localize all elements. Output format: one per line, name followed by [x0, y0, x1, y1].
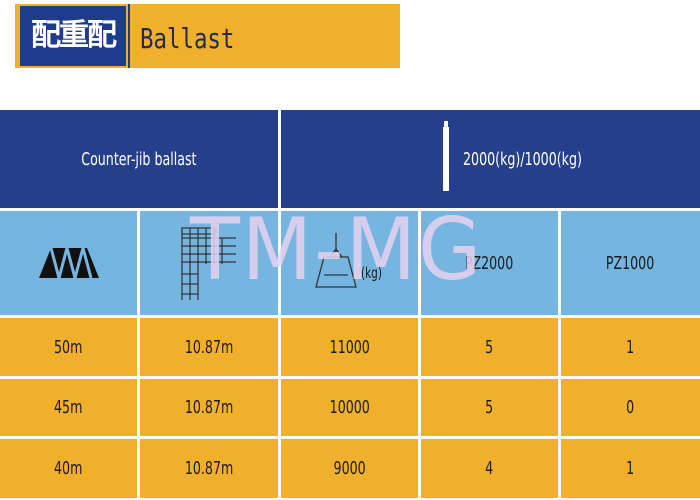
header-counter-jib-ballast: Counter-jib ballast [0, 110, 278, 208]
title-english: Ballast [140, 22, 235, 55]
ballast-block-icon [443, 121, 449, 191]
pz2000-value: 5 [485, 336, 494, 358]
table-cell: 1 [561, 318, 700, 376]
table-cell: 11000 [281, 318, 418, 376]
weight-icon [315, 233, 357, 288]
table-cell: 40m [0, 439, 137, 498]
header-right-label: 2000(kg)/1000(kg) [463, 148, 582, 170]
header-left-label: Counter-jib ballast [81, 148, 197, 170]
subheader-pz2000: PZ2000 [421, 211, 558, 315]
counter-jib-value: 10.87m [184, 336, 234, 358]
weight-value: 10000 [329, 397, 370, 418]
counter-jib-value: 10.87m [184, 397, 234, 418]
table-cell: 10000 [281, 379, 418, 436]
length-value: 45m [54, 397, 83, 418]
length-value: 40m [54, 458, 83, 479]
ballast-table: Counter-jib ballast 2000(kg)/1000(kg) [0, 110, 700, 498]
weight-value: 9000 [333, 458, 366, 479]
table-cell: 4 [421, 439, 558, 498]
pz2000-value: 5 [485, 397, 494, 418]
length-value: 50m [54, 336, 83, 358]
table-cell: 45m [0, 379, 137, 436]
pz1000-value: 1 [626, 458, 635, 479]
table-cell: 10.87m [140, 379, 278, 436]
subheader-counter-jib-icon-cell [140, 211, 278, 315]
pz1000-value: 0 [626, 397, 635, 418]
table-cell: 5 [421, 318, 558, 376]
table-cell: 1 [561, 439, 700, 498]
weight-unit: (kg) [360, 264, 382, 282]
title-divider [128, 4, 130, 68]
table-cell: 50m [0, 318, 137, 376]
table-cell: 10.87m [140, 439, 278, 498]
table-cell: 9000 [281, 439, 418, 498]
header-ballast-blocks: 2000(kg)/1000(kg) [281, 110, 700, 208]
pz2000-value: 4 [485, 458, 494, 479]
counter-jib-value: 10.87m [184, 458, 234, 479]
pz2000-label: PZ2000 [465, 252, 514, 274]
table-cell: 10.87m [140, 318, 278, 376]
counter-jib-structure-icon [181, 227, 236, 300]
subheader-weight-cell: (kg) [281, 211, 418, 315]
jib-truss-icon [38, 246, 99, 280]
table-cell: 0 [561, 379, 700, 436]
title-chinese: 配重配置 [20, 6, 126, 113]
table-cell: 5 [421, 379, 558, 436]
pz1000-label: PZ1000 [606, 252, 655, 274]
subheader-jib-icon-cell [0, 211, 137, 315]
pz1000-value: 1 [626, 336, 635, 358]
weight-value: 11000 [329, 336, 370, 358]
subheader-pz1000: PZ1000 [561, 211, 700, 315]
